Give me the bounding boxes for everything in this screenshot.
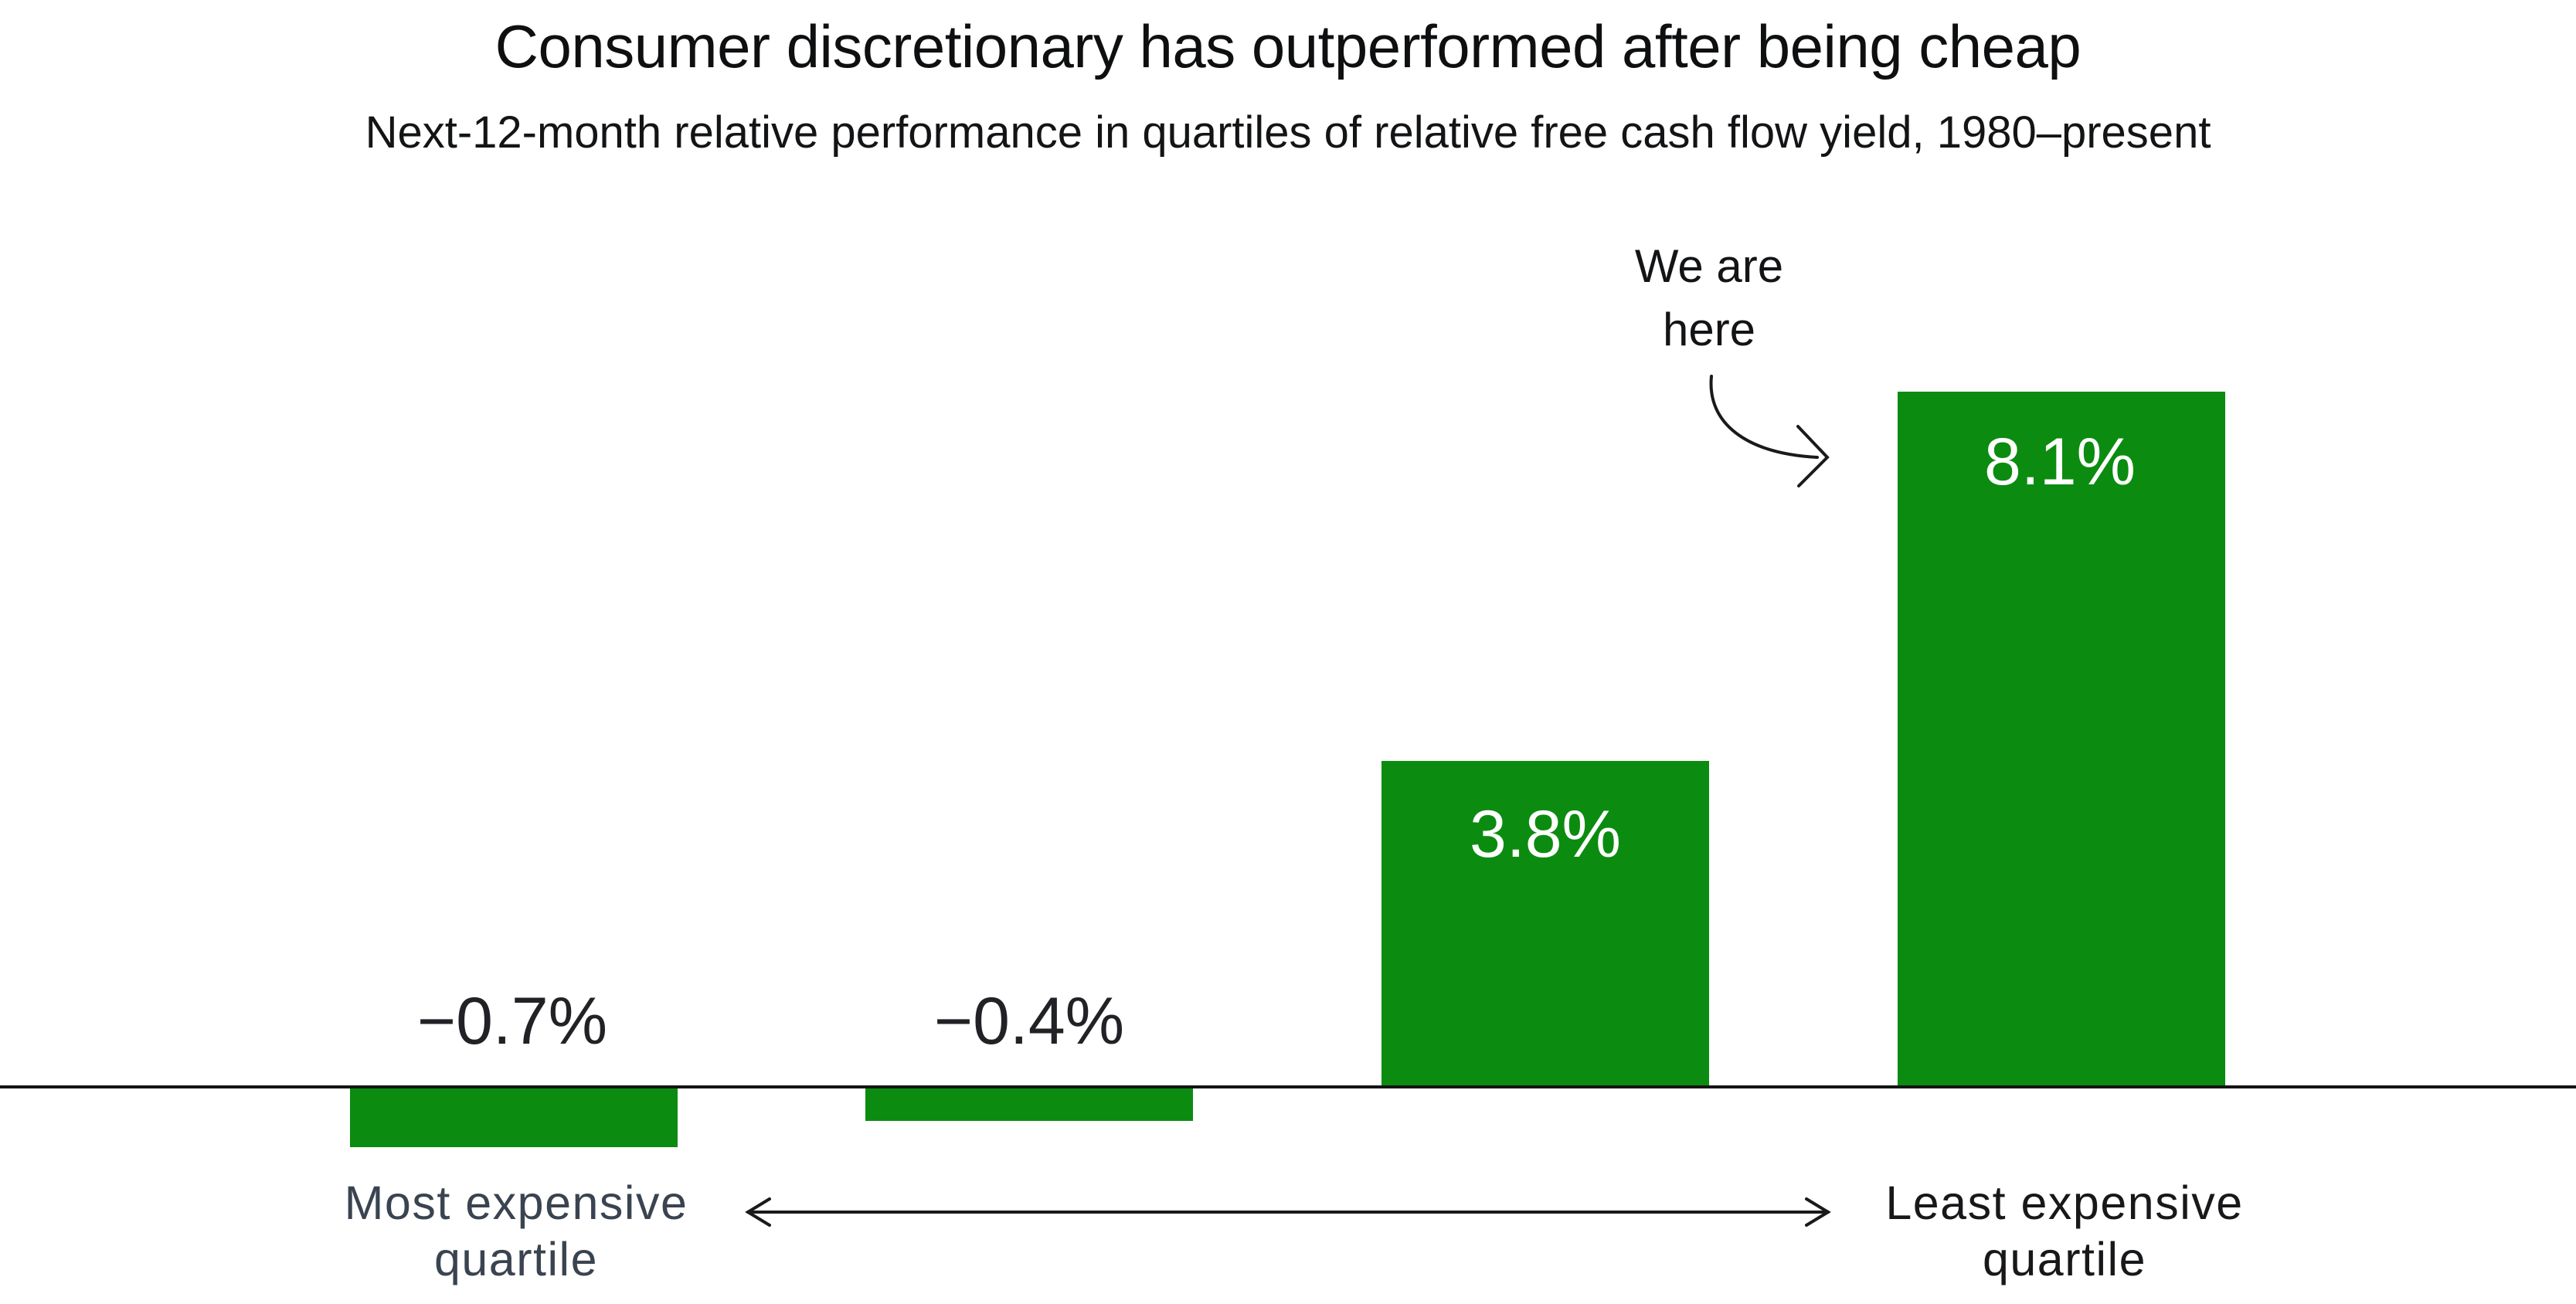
bar-quartile-3 [1381, 760, 1709, 1087]
x-axis-label-least-expensive: Least expensive quartile [1885, 1175, 2243, 1288]
x-axis-line [0, 1085, 2576, 1088]
value-label-q2: −0.4% [933, 984, 1125, 1058]
value-label-q4: 8.1% [1983, 425, 2136, 499]
we-are-here-annotation: We are here [1635, 235, 1783, 362]
x-axis-label-most-expensive: Most expensive quartile [345, 1175, 688, 1288]
value-label-q1: −0.7% [416, 984, 608, 1058]
bar-most-expensive-quartile [350, 1087, 678, 1147]
value-label-q3: 3.8% [1469, 797, 1622, 871]
x-axis-label-least-expensive-line2: quartile [1982, 1233, 2147, 1285]
annotation-line-1: We are [1634, 240, 1784, 292]
chart-title: Consumer discretionary has outperformed … [494, 12, 2082, 80]
annotation-line-2: here [1662, 304, 1756, 355]
x-axis-label-least-expensive-line1: Least expensive [1885, 1177, 2244, 1229]
x-axis-label-most-expensive-line1: Most expensive [344, 1177, 688, 1229]
chart-subtitle: Next-12-month relative performance in qu… [365, 107, 2211, 158]
bar-quartile-2 [865, 1087, 1193, 1122]
double-headed-arrow-icon [745, 1197, 1831, 1227]
x-axis-label-most-expensive-line2: quartile [433, 1233, 599, 1285]
bar-least-expensive-quartile [1898, 392, 2225, 1087]
curved-arrow-icon [1709, 375, 1830, 487]
